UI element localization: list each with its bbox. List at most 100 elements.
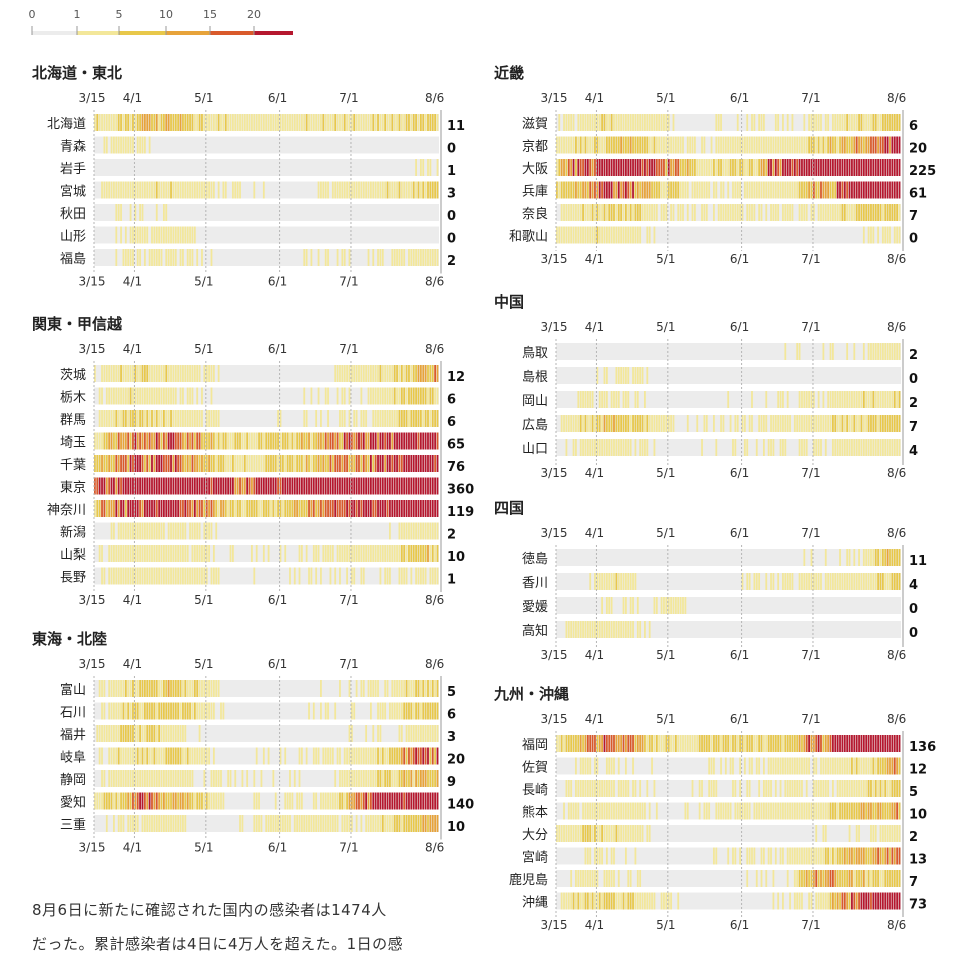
heat-cell	[641, 439, 644, 456]
heat-cell	[625, 181, 627, 199]
heat-cell	[396, 181, 398, 199]
prefecture-label: 青森	[60, 140, 86, 155]
heat-cell	[567, 181, 570, 199]
heat-cell	[346, 815, 348, 832]
heat-cell	[236, 477, 239, 495]
heat-cell	[220, 455, 222, 472]
latest-count-label: 65	[447, 438, 465, 453]
heat-cell	[153, 477, 156, 495]
heat-cell	[393, 455, 396, 472]
heat-cell	[860, 892, 863, 910]
heat-cell	[832, 159, 834, 176]
heat-cell	[262, 455, 265, 472]
heat-cell	[160, 567, 163, 585]
heat-cell	[598, 735, 601, 752]
heat-cell	[684, 597, 687, 614]
heat-cell	[639, 114, 642, 131]
heat-cell	[355, 500, 358, 517]
heat-cell	[355, 432, 358, 450]
heat-cell	[846, 735, 849, 752]
heat-cell	[153, 249, 156, 266]
heat-cell	[381, 747, 384, 765]
heat-cell	[575, 892, 577, 910]
heat-cell	[605, 870, 608, 887]
heat-cell	[586, 780, 589, 797]
heat-cell	[560, 136, 563, 154]
heat-cell	[648, 136, 651, 154]
heat-cell	[341, 114, 344, 131]
prefecture-label: 富山	[60, 682, 86, 698]
heat-cell	[567, 825, 570, 842]
heat-cell	[124, 410, 127, 427]
heat-cell	[315, 500, 318, 517]
heat-cell	[381, 387, 384, 405]
heat-cell	[120, 181, 122, 199]
heat-cell	[320, 702, 322, 720]
heat-cell	[417, 545, 420, 562]
heat-cell	[341, 365, 344, 382]
heat-cell	[274, 455, 277, 472]
axis-tick-label: 8/6	[425, 841, 444, 855]
heat-cell	[98, 410, 101, 427]
heat-cell	[722, 802, 725, 820]
heat-cell	[103, 702, 106, 720]
prefecture-row: 兵庫 61	[522, 181, 927, 202]
heat-cell	[341, 432, 344, 450]
heat-cell	[703, 136, 706, 154]
heat-cell	[124, 226, 127, 244]
heat-cell	[329, 432, 332, 450]
heat-cell	[760, 136, 763, 154]
heat-cell	[186, 432, 189, 450]
heat-cell	[358, 792, 360, 810]
heat-cell	[155, 204, 158, 221]
heat-cell	[329, 792, 332, 810]
heat-cell	[608, 136, 611, 154]
prefecture-label: 福島	[60, 252, 86, 267]
heat-cell	[862, 802, 865, 820]
heat-cell	[615, 825, 618, 842]
heat-cell	[120, 410, 122, 427]
heat-cell	[660, 597, 663, 614]
heat-cell	[129, 455, 132, 472]
heat-cell	[393, 680, 396, 697]
heat-cell	[708, 181, 711, 199]
heat-cell	[336, 432, 339, 450]
heat-cell	[98, 114, 101, 131]
axis-tick-label: 5/1	[656, 466, 675, 480]
heat-cell	[865, 780, 868, 797]
heat-cell	[874, 159, 877, 176]
heat-cell	[579, 159, 582, 176]
heat-cell	[846, 847, 849, 865]
axis-tick-label: 4/1	[123, 593, 142, 607]
heat-cell	[815, 114, 818, 131]
axis-tick-label: 5/1	[194, 91, 213, 105]
heat-cell	[872, 114, 875, 131]
heat-cell	[841, 204, 844, 221]
heat-cell	[741, 415, 744, 432]
heat-cell	[660, 204, 663, 221]
heat-cell	[755, 439, 758, 456]
heat-cell	[415, 500, 417, 517]
heat-cell	[591, 391, 594, 408]
heat-cell	[315, 567, 318, 585]
heat-cell	[189, 477, 191, 495]
heat-cell	[334, 500, 337, 517]
heat-cell	[291, 477, 294, 495]
heat-cell	[348, 387, 351, 405]
heat-cell	[398, 725, 401, 742]
heat-cell	[848, 114, 851, 131]
heat-cell	[196, 747, 199, 765]
heat-cell	[648, 892, 651, 910]
heat-cell	[617, 136, 620, 154]
heat-cell	[360, 792, 363, 810]
heat-cell	[865, 757, 868, 775]
heat-cell	[248, 455, 251, 472]
heat-cell	[579, 204, 582, 221]
heat-cell	[615, 367, 618, 384]
heat-cell	[155, 747, 158, 765]
heat-cell	[417, 567, 420, 585]
heat-cell	[867, 391, 870, 408]
heat-cell	[415, 387, 417, 405]
heat-cell	[603, 204, 606, 221]
heat-cell	[115, 545, 118, 562]
